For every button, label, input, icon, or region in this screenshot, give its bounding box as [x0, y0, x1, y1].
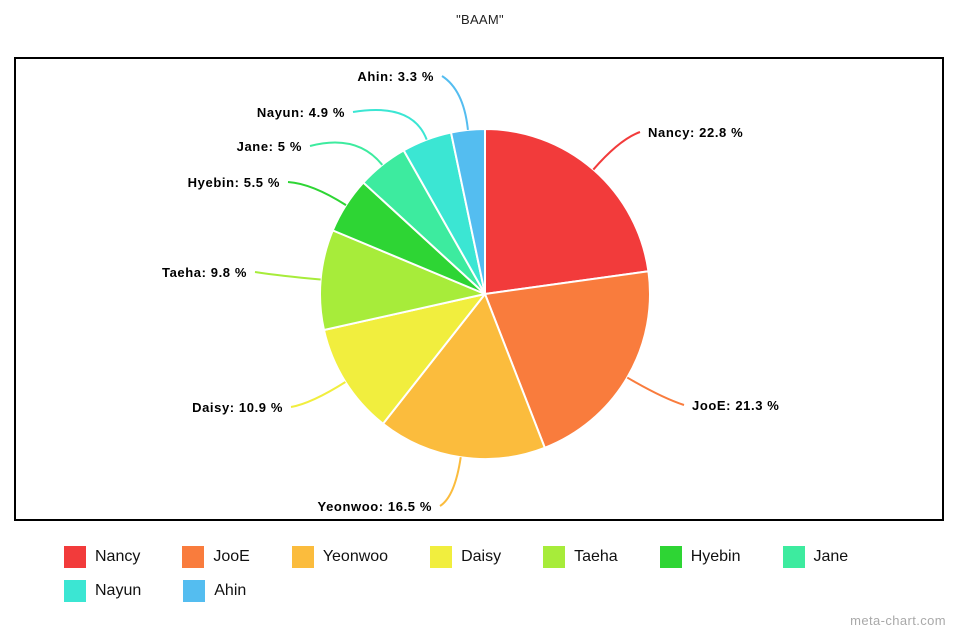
- legend-label-ahin: Ahin: [214, 582, 247, 599]
- legend-label-nancy: Nancy: [95, 548, 141, 565]
- legend: Nancy JooE Yeonwoo Daisy Taeha Hyebin Jane Nayu…: [64, 546, 924, 602]
- label-line-yeonwoo: [439, 457, 462, 507]
- legend-swatch-ahin: [183, 580, 206, 602]
- legend-label-hyebin: Hyebin: [690, 548, 741, 565]
- slice-label-nancy: Nancy: 22.8 %: [648, 125, 743, 140]
- label-line-jooe: [626, 376, 685, 406]
- watermark-link[interactable]: meta-chart.com: [850, 613, 946, 628]
- label-line-hyebin: [287, 181, 347, 206]
- label-line-daisy: [290, 381, 346, 408]
- legend-swatch-nancy: [64, 546, 86, 568]
- chart-title: "BAAM": [456, 12, 504, 27]
- legend-swatch-hyebin: [659, 546, 682, 568]
- legend-item-hyebin: Hyebin: [659, 546, 741, 568]
- legend-item-jane: Jane: [782, 546, 849, 568]
- slice-label-taeha: Taeha: 9.8 %: [162, 265, 247, 280]
- legend-item-nayun: Nayun: [64, 580, 141, 602]
- legend-label-taeha: Taeha: [574, 548, 618, 565]
- legend-swatch-jooe: [182, 546, 205, 568]
- slice-label-jane: Jane: 5 %: [237, 139, 302, 154]
- pie-slice-jooe: [484, 270, 651, 449]
- label-line-ahin: [441, 75, 469, 130]
- legend-swatch-jane: [782, 546, 805, 568]
- legend-label-yeonwoo: Yeonwoo: [322, 548, 389, 565]
- legend-label-nayun: Nayun: [95, 582, 142, 599]
- legend-item-nancy: Nancy: [64, 546, 140, 568]
- slice-label-jooe: JooE: 21.3 %: [692, 398, 779, 413]
- legend-item-yeonwoo: Yeonwoo: [291, 546, 389, 568]
- legend-label-jane: Jane: [813, 548, 849, 565]
- legend-item-daisy: Daisy: [430, 546, 501, 568]
- slice-label-nayun: Nayun: 4.9 %: [257, 105, 345, 120]
- legend-item-taeha: Taeha: [543, 546, 618, 568]
- slice-label-ahin: Ahin: 3.3 %: [357, 69, 434, 84]
- legend-label-daisy: Daisy: [461, 548, 502, 565]
- pie-slice-daisy: [322, 293, 486, 425]
- chart-frame: Nancy: 22.8 % JooE: 21.3 % Yeonwoo: 16.5 %…: [14, 57, 944, 521]
- label-line-taeha: [254, 271, 321, 281]
- legend-swatch-taeha: [543, 546, 566, 568]
- slice-label-yeonwoo: Yeonwoo: 16.5 %: [318, 499, 432, 514]
- legend-swatch-yeonwoo: [291, 546, 314, 568]
- pie-slice-nancy: [484, 128, 650, 295]
- label-line-nayun: [352, 108, 428, 141]
- slice-label-hyebin: Hyebin: 5.5 %: [188, 175, 280, 190]
- legend-label-jooe: JooE: [213, 548, 250, 565]
- pie-chart: Nancy: 22.8 % JooE: 21.3 % Yeonwoo: 16.5 %…: [162, 69, 779, 514]
- legend-item-ahin: Ahin: [183, 580, 246, 602]
- legend-item-jooe: JooE: [182, 546, 250, 568]
- label-line-nancy: [592, 131, 641, 171]
- legend-swatch-daisy: [430, 546, 453, 568]
- legend-swatch-nayun: [64, 580, 86, 602]
- slice-label-daisy: Daisy: 10.9 %: [192, 400, 283, 415]
- label-line-jane: [309, 141, 384, 166]
